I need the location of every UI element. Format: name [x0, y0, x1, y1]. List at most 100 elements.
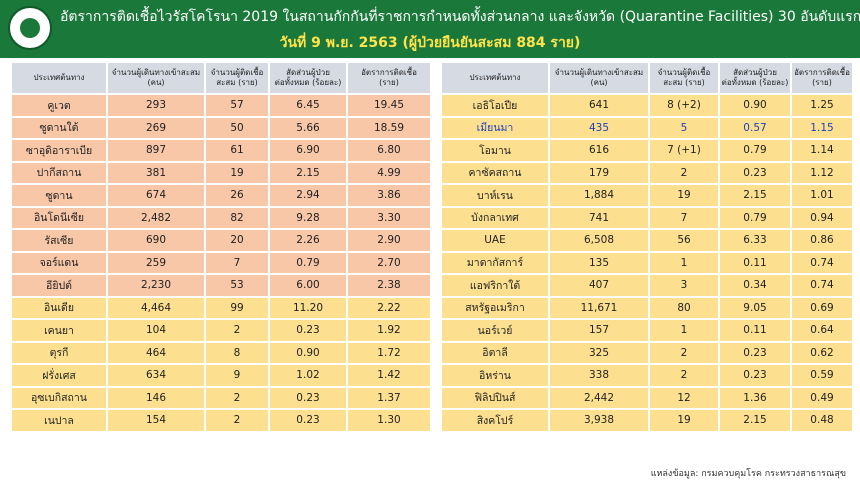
country: อินโดนีเซีย	[10, 205, 108, 230]
cell: 80	[648, 295, 720, 320]
cell: 0.23	[718, 340, 792, 365]
cell: 1	[648, 318, 720, 343]
cell: 0.34	[718, 273, 792, 298]
cell: 11.20	[268, 295, 348, 320]
country: บาห์เรน	[440, 183, 550, 208]
cell: 154	[106, 408, 206, 433]
cell: 464	[106, 340, 206, 365]
cell: 435	[548, 115, 650, 140]
cell: 8	[204, 340, 270, 365]
cell: 6.45	[268, 93, 348, 118]
cell: 6.00	[268, 273, 348, 298]
cell: 3.86	[346, 183, 432, 208]
country: เนปาล	[10, 408, 108, 433]
cell: 9	[204, 363, 270, 388]
header-row: ประเทศต้นทาง จำนวนผู้เดินทางเข้าสะสม (คน)…	[10, 61, 432, 95]
country: รัสเซีย	[10, 228, 108, 253]
cell: 0.79	[718, 138, 792, 163]
cell: 2.90	[346, 228, 432, 253]
table: ประเทศต้นทาง จำนวนผู้เดินทางเข้าสะสม (คน)…	[10, 61, 432, 433]
country: ซูดานใต้	[10, 115, 108, 140]
country: อียิปต์	[10, 273, 108, 298]
cell: 6,508	[548, 228, 650, 253]
country: UAE	[440, 228, 550, 253]
cell: 407	[548, 273, 650, 298]
cell: 1.30	[346, 408, 432, 433]
cell: 1,884	[548, 183, 650, 208]
country: เอธิโอเปีย	[440, 93, 550, 118]
cell: 0.62	[790, 340, 854, 365]
cell: 0.79	[718, 205, 792, 230]
country: ฝรั่งเศส	[10, 363, 108, 388]
header: อัตราการติดเชื้อไวรัสโคโรนา 2019 ในสถานก…	[0, 0, 860, 58]
row: โอมาน 616 7 (+1) 0.79 1.14	[440, 138, 854, 163]
column-header: ประเทศต้นทาง	[440, 61, 550, 95]
cell: 5.66	[268, 115, 348, 140]
cell: 20	[204, 228, 270, 253]
cell: 1.12	[790, 160, 854, 185]
cell: 57	[204, 93, 270, 118]
row: อินเดีย 4,464 99 11.20 2.22	[10, 295, 432, 320]
cell: 0.23	[718, 160, 792, 185]
country: อิตาลี	[440, 340, 550, 365]
country: ฟิลิปปินส์	[440, 385, 550, 410]
subtitle: วันที่ 9 พ.ย. 2563 (ผู้ป่วยยืนยันสะสม 88…	[279, 35, 581, 51]
row: เมียนมา 435 5 0.57 1.15	[440, 115, 854, 140]
row: แอฟริกาใต้ 407 3 0.34 0.74	[440, 273, 854, 298]
cell: 2.15	[718, 408, 792, 433]
country: เมียนมา	[440, 115, 550, 140]
cell: 1.25	[790, 93, 854, 118]
cell: 2	[204, 385, 270, 410]
cell: 897	[106, 138, 206, 163]
country: คูเวต	[10, 93, 108, 118]
cell: 7	[648, 205, 720, 230]
country: บังกลาเทศ	[440, 205, 550, 230]
cell: 259	[106, 250, 206, 275]
row: ปากีสถาน 381 19 2.15 4.99	[10, 160, 432, 185]
cell: 2	[648, 160, 720, 185]
cell: 616	[548, 138, 650, 163]
cell: 0.94	[790, 205, 854, 230]
cell: 19	[648, 408, 720, 433]
country: อุซเบกิสถาน	[10, 385, 108, 410]
cell: 26	[204, 183, 270, 208]
cell: 157	[548, 318, 650, 343]
cell: 1.01	[790, 183, 854, 208]
row: คาซัคสถาน 179 2 0.23 1.12	[440, 160, 854, 185]
cell: 6.80	[346, 138, 432, 163]
row: เนปาล 154 2 0.23 1.30	[10, 408, 432, 433]
cell: 325	[548, 340, 650, 365]
cell: 8 (+2)	[648, 93, 720, 118]
cell: 1.92	[346, 318, 432, 343]
country: อินเดีย	[10, 295, 108, 320]
cell: 381	[106, 160, 206, 185]
cell: 641	[548, 93, 650, 118]
cell: 53	[204, 273, 270, 298]
cell: 19.45	[346, 93, 432, 118]
country: มาดากัสการ์	[440, 250, 550, 275]
cell: 5	[648, 115, 720, 140]
cell: 11,671	[548, 295, 650, 320]
country: ซูดาน	[10, 183, 108, 208]
source: แหล่งข้อมูล: กรมควบคุมโรค กระทรวงสาธารณส…	[650, 469, 846, 479]
cell: 0.59	[790, 363, 854, 388]
cell: 1.02	[268, 363, 348, 388]
row: อิตาลี 325 2 0.23 0.62	[440, 340, 854, 365]
cell: 634	[106, 363, 206, 388]
column-header: อัตราการติดเชื้อ (ราย)	[790, 61, 854, 95]
cell: 2.70	[346, 250, 432, 275]
cell: 9.28	[268, 205, 348, 230]
cell: 82	[204, 205, 270, 230]
cell: 19	[648, 183, 720, 208]
row: สิงคโปร์ 3,938 19 2.15 0.48	[440, 408, 854, 433]
cell: 0.90	[268, 340, 348, 365]
cell: 1.15	[790, 115, 854, 140]
cell: 3	[648, 273, 720, 298]
cell: 674	[106, 183, 206, 208]
cell: 50	[204, 115, 270, 140]
cell: 2,482	[106, 205, 206, 230]
cell: 104	[106, 318, 206, 343]
cell: 0.23	[268, 318, 348, 343]
column-header: สัดส่วนผู้ป่วย ต่อทั้งหมด (ร้อยละ)	[718, 61, 792, 95]
